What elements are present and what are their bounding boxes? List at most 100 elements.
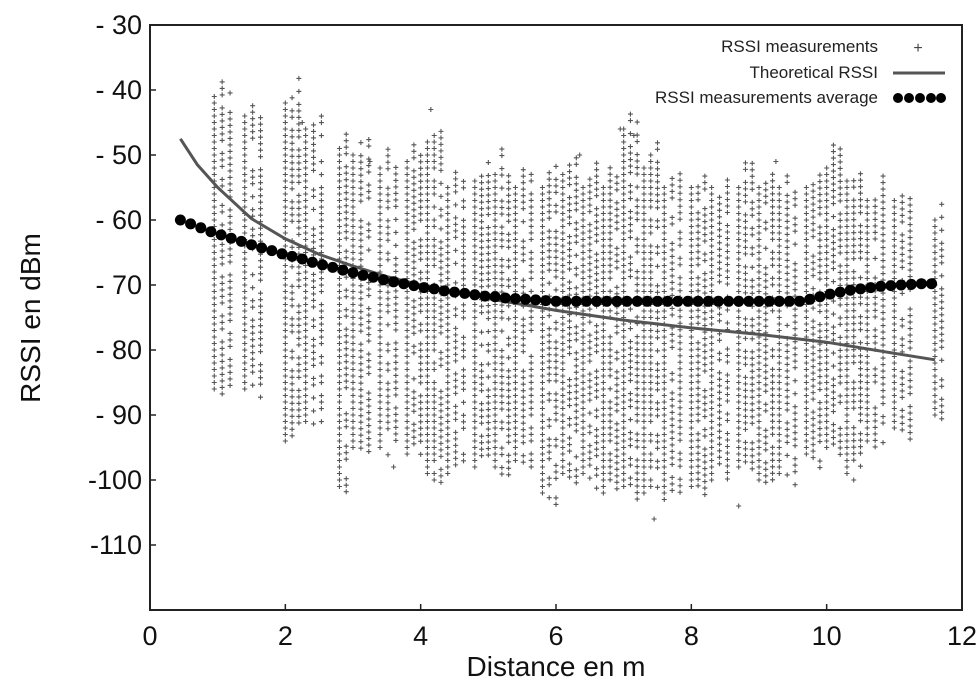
rssi-point xyxy=(880,271,886,277)
rssi-point xyxy=(258,349,264,355)
rssi-point xyxy=(872,411,878,417)
rssi-point xyxy=(336,211,342,216)
rssi-point xyxy=(614,375,620,381)
rssi-point xyxy=(695,411,701,417)
rssi-point xyxy=(311,356,317,362)
rssi-point xyxy=(560,399,566,405)
rssi-point xyxy=(506,257,512,263)
rssi-point xyxy=(803,412,809,418)
rssi-point xyxy=(627,215,633,221)
rssi-point xyxy=(492,204,498,210)
rssi-point xyxy=(607,256,613,262)
rssi-point xyxy=(424,139,430,145)
rssi-point xyxy=(641,243,647,249)
rssi-point xyxy=(438,466,444,472)
rssi-point xyxy=(492,321,498,327)
rssi-point xyxy=(851,275,857,281)
rssi-point xyxy=(810,260,816,266)
average-point xyxy=(652,295,663,307)
rssi-point xyxy=(792,345,798,351)
rssi-point xyxy=(736,393,742,398)
rssi-point xyxy=(907,261,913,267)
rssi-point xyxy=(864,243,870,249)
rssi-point xyxy=(587,254,593,260)
rssi-point xyxy=(891,276,897,281)
rssi-point xyxy=(512,237,518,242)
rssi-point xyxy=(600,464,606,470)
rssi-point xyxy=(709,412,715,418)
rssi-point xyxy=(844,211,850,216)
rssi-point xyxy=(621,217,627,223)
rssi-point xyxy=(472,373,478,379)
rssi-point xyxy=(891,302,897,307)
rssi-point xyxy=(810,318,816,324)
rssi-point xyxy=(837,217,843,223)
rssi-point xyxy=(607,217,613,223)
rssi-point xyxy=(600,438,606,444)
rssi-point xyxy=(242,276,248,281)
rssi-point xyxy=(600,230,606,236)
rssi-point xyxy=(424,406,430,411)
average-point xyxy=(296,253,308,265)
rssi-point xyxy=(594,238,600,244)
rssi-point xyxy=(803,451,809,457)
rssi-point xyxy=(688,243,694,249)
rssi-point xyxy=(528,379,534,385)
rssi-point xyxy=(677,457,683,463)
rssi-point xyxy=(424,308,430,314)
rssi-point xyxy=(499,374,505,380)
rssi-point xyxy=(717,454,723,460)
rssi-point xyxy=(438,440,444,446)
rssi-point xyxy=(336,373,342,379)
rssi-point xyxy=(424,146,430,151)
average-point xyxy=(469,289,481,301)
rssi-point xyxy=(817,387,823,393)
rssi-point xyxy=(709,211,715,216)
rssi-point xyxy=(594,349,600,355)
rssi-point xyxy=(770,399,776,405)
rssi-point xyxy=(661,269,667,275)
rssi-point xyxy=(709,185,715,190)
rssi-point xyxy=(453,215,459,221)
rssi-point xyxy=(411,194,417,200)
rssi-point xyxy=(864,295,870,301)
rssi-point xyxy=(528,308,534,314)
rssi-point xyxy=(546,189,552,195)
rssi-point xyxy=(418,211,424,217)
rssi-point xyxy=(695,405,701,411)
rssi-point xyxy=(939,253,945,259)
y-tick-label: - 70 xyxy=(95,270,142,300)
rssi-point xyxy=(242,159,248,164)
rssi-point xyxy=(641,386,647,392)
rssi-point xyxy=(336,302,342,307)
rssi-point xyxy=(445,243,451,249)
rssi-point xyxy=(499,198,505,204)
rssi-point xyxy=(431,412,437,418)
rssi-point xyxy=(553,261,559,267)
rssi-point xyxy=(393,177,399,183)
rssi-point xyxy=(539,464,545,470)
rssi-point xyxy=(336,484,342,489)
rssi-point xyxy=(648,464,654,470)
rssi-point xyxy=(560,211,566,216)
rssi-point xyxy=(377,360,383,366)
rssi-point xyxy=(587,371,593,377)
rssi-point xyxy=(242,172,248,177)
rssi-point xyxy=(648,308,654,314)
rssi-point xyxy=(688,282,694,288)
rssi-point xyxy=(318,406,324,412)
rssi-point xyxy=(763,382,769,388)
rssi-point xyxy=(810,370,816,376)
rssi-point xyxy=(560,354,566,359)
rssi-point xyxy=(851,431,857,437)
rssi-point xyxy=(858,444,863,450)
rssi-point xyxy=(385,413,391,419)
rssi-point xyxy=(724,470,730,476)
rssi-point xyxy=(776,308,782,314)
rssi-point xyxy=(736,412,742,418)
rssi-point xyxy=(296,394,302,400)
rssi-point xyxy=(506,342,512,348)
rssi-point xyxy=(358,387,364,393)
rssi-point xyxy=(492,373,498,379)
rssi-point xyxy=(837,146,843,152)
